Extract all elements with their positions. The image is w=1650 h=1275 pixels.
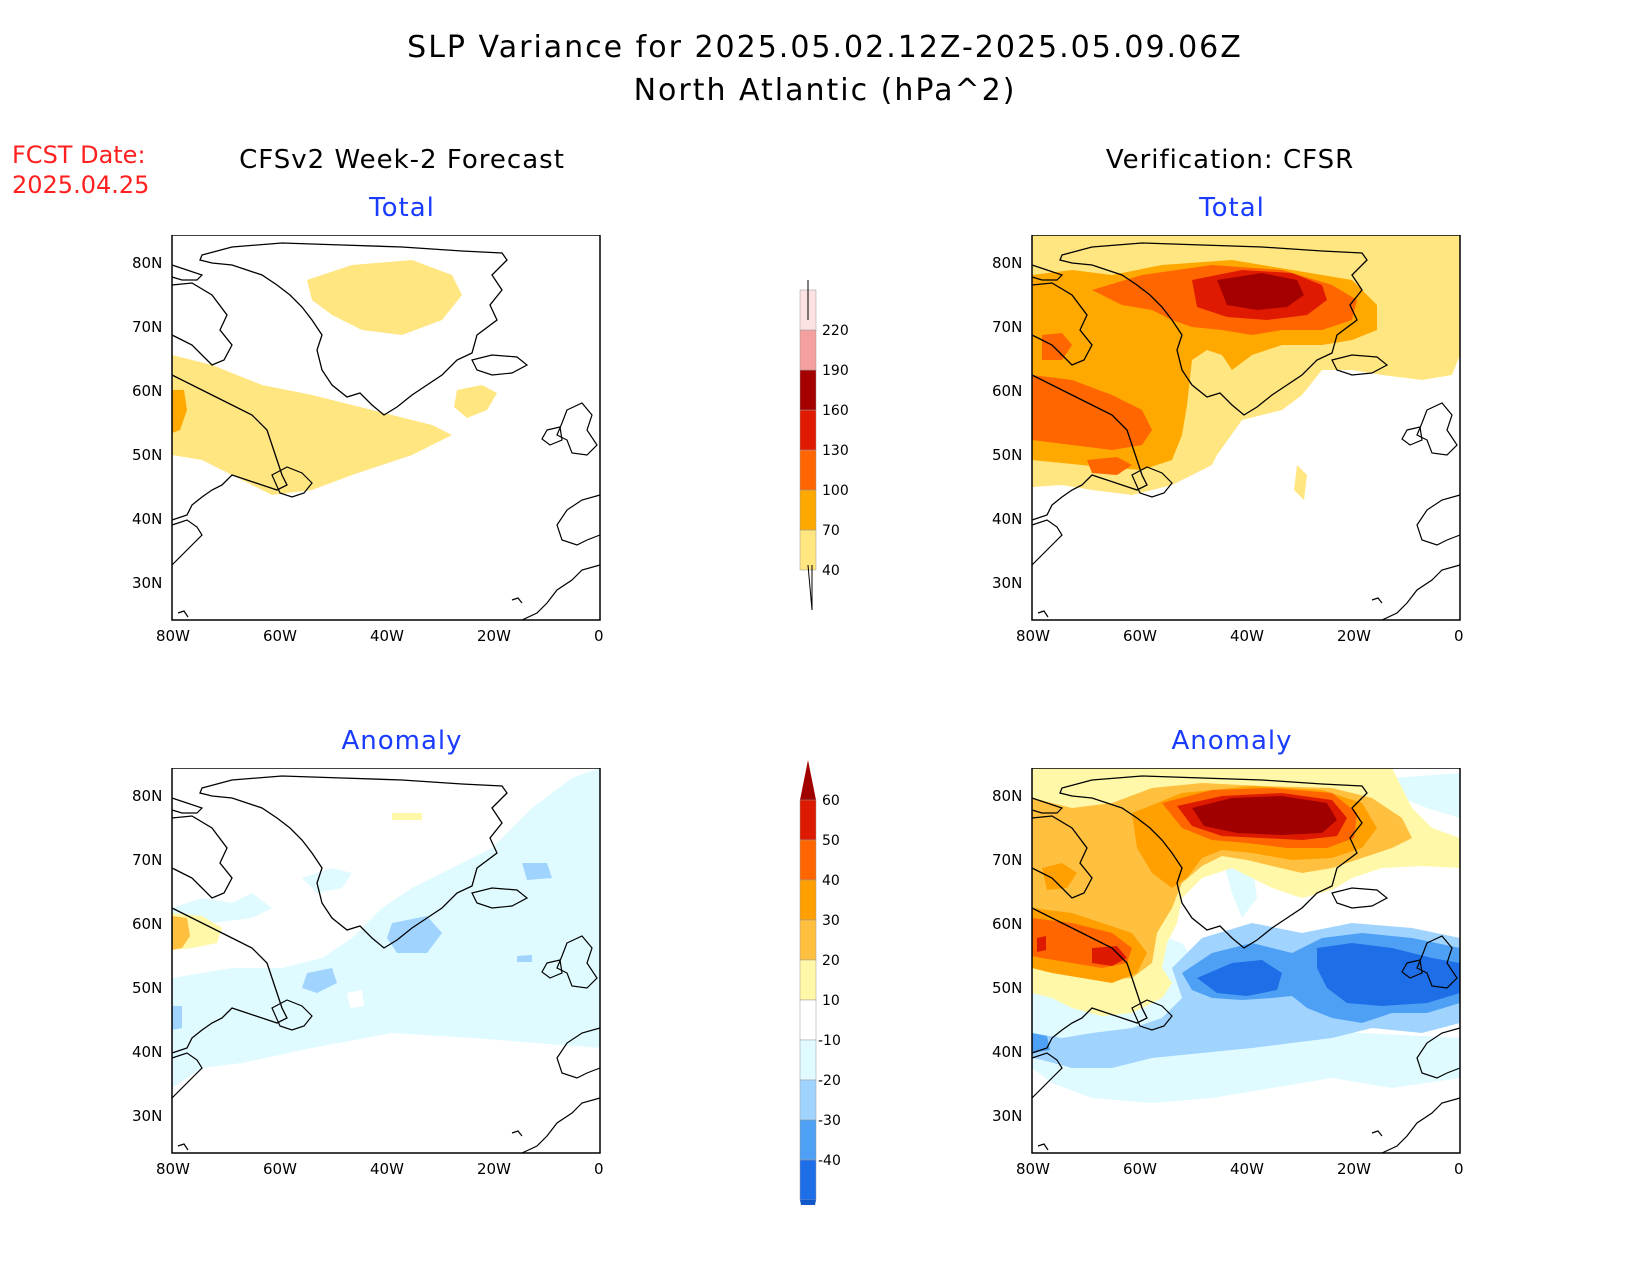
lon-label-80w: 80W [1016, 1160, 1050, 1178]
fcst-date-value: 2025.04.25 [12, 171, 150, 199]
verification-total-map: 80N 70N 60N 50N 40N 30N 80W 60W 40W 20W … [980, 234, 1500, 665]
total-cb-130: 130 [822, 443, 849, 459]
anomaly-colorbar-box [799, 1159, 817, 1201]
lat-label-70n: 70N [992, 318, 1022, 336]
anomaly-colorbar-box [799, 1119, 817, 1161]
lat-label-50n: 50N [132, 979, 162, 997]
anomaly-colorbar: 60 50 40 30 20 10 -10 -20 -30 -40 [790, 755, 870, 1240]
anom-cb-20: 20 [822, 953, 840, 969]
lat-label-40n: 40N [132, 510, 162, 528]
lon-label-40w: 40W [370, 627, 404, 645]
lon-label-80w: 80W [156, 1160, 190, 1178]
lat-label-30n: 30N [132, 1107, 162, 1125]
lat-label-40n: 40N [992, 510, 1022, 528]
lon-label-40w: 40W [1230, 627, 1264, 645]
anomaly-colorbar-box [799, 999, 817, 1041]
lat-label-50n: 50N [132, 446, 162, 464]
lat-label-30n: 30N [992, 1107, 1022, 1125]
anom-cb-neg20: -20 [818, 1073, 841, 1089]
total-colorbar-box [799, 489, 817, 531]
lon-label-0: 0 [1454, 1160, 1464, 1178]
anom-cb-30: 30 [822, 913, 840, 929]
anomaly-colorbar-box [799, 1039, 817, 1081]
total-cb-220: 220 [822, 323, 849, 339]
fcst-date-label: FCST Date: [12, 141, 146, 169]
lat-label-50n: 50N [992, 446, 1022, 464]
anom-cb-50: 50 [822, 833, 840, 849]
lon-label-0: 0 [594, 1160, 604, 1178]
figure-title-line2: North Atlantic (hPa^2) [633, 73, 1017, 108]
lat-label-60n: 60N [132, 915, 162, 933]
anom-cb-10: 10 [822, 993, 840, 1009]
figure-title-line1: SLP Variance for 2025.05.02.12Z-2025.05.… [407, 30, 1243, 65]
lon-label-40w: 40W [1230, 1160, 1264, 1178]
lon-label-0: 0 [594, 627, 604, 645]
verification-anomaly-title: Anomaly [1171, 726, 1293, 756]
lon-label-20w: 20W [1337, 1160, 1371, 1178]
verification-anomaly-map: 80N 70N 60N 50N 40N 30N 80W 60W 40W 20W … [980, 767, 1500, 1208]
anomaly-colorbar-box [799, 1079, 817, 1121]
total-cb-100: 100 [822, 483, 849, 499]
total-colorbar-box [799, 449, 817, 491]
total-colorbar: 40 70 100 130 160 190 220 [790, 280, 870, 611]
lat-label-60n: 60N [992, 382, 1022, 400]
forecast-anomaly-title: Anomaly [341, 726, 463, 756]
anomaly-colorbar-top-arrow [800, 760, 816, 800]
lat-label-30n: 30N [132, 574, 162, 592]
total-colorbar-box [799, 529, 817, 571]
anom-cb-neg30: -30 [818, 1113, 841, 1129]
lat-label-70n: 70N [992, 851, 1022, 869]
anomaly-colorbar-box [799, 799, 817, 841]
total-cb-40: 40 [822, 563, 840, 579]
forecast-total-title: Total [369, 193, 435, 223]
lat-label-70n: 70N [132, 318, 162, 336]
lat-label-60n: 60N [992, 915, 1022, 933]
anom-cb-neg10: -10 [818, 1033, 841, 1049]
lon-label-40w: 40W [370, 1160, 404, 1178]
lat-label-80n: 80N [132, 254, 162, 272]
total-cb-160: 160 [822, 403, 849, 419]
lon-label-80w: 80W [1016, 627, 1050, 645]
forecast-anomaly-map: 80N 70N 60N 50N 40N 30N 80W 60W 40W 20W … [120, 767, 640, 1208]
lon-label-0: 0 [1454, 627, 1464, 645]
lat-label-80n: 80N [992, 787, 1022, 805]
lon-label-20w: 20W [477, 1160, 511, 1178]
lat-label-40n: 40N [132, 1043, 162, 1061]
lon-label-60w: 60W [263, 627, 297, 645]
anomaly-colorbar-box [799, 919, 817, 961]
anom-cb-neg40: -40 [818, 1153, 841, 1169]
lat-label-40n: 40N [992, 1043, 1022, 1061]
total-colorbar-box [799, 409, 817, 451]
anom-cb-60: 60 [822, 793, 840, 809]
lat-label-60n: 60N [132, 382, 162, 400]
lon-label-20w: 20W [477, 627, 511, 645]
total-colorbar-box [799, 369, 817, 411]
anomaly-colorbar-box [799, 959, 817, 1001]
left-column-heading: CFSv2 Week-2 Forecast [239, 145, 565, 175]
lat-label-80n: 80N [132, 787, 162, 805]
lat-label-50n: 50N [992, 979, 1022, 997]
lon-label-60w: 60W [263, 1160, 297, 1178]
anomaly-colorbar-bottom-arrow [800, 1200, 816, 1240]
anomaly-colorbar-box [799, 879, 817, 921]
lon-label-80w: 80W [156, 627, 190, 645]
right-column-heading: Verification: CFSR [1105, 145, 1355, 175]
total-cb-190: 190 [822, 363, 849, 379]
anomaly-colorbar-box [799, 839, 817, 881]
lon-label-60w: 60W [1123, 627, 1157, 645]
lat-label-80n: 80N [992, 254, 1022, 272]
lon-label-20w: 20W [1337, 627, 1371, 645]
lat-label-30n: 30N [992, 574, 1022, 592]
total-colorbar-box [799, 329, 817, 371]
verification-total-title: Total [1199, 193, 1265, 223]
total-cb-70: 70 [822, 523, 840, 539]
lat-label-70n: 70N [132, 851, 162, 869]
forecast-total-map: 80N 70N 60N 50N 40N 30N 80W 60W 40W 20W … [120, 234, 640, 665]
lon-label-60w: 60W [1123, 1160, 1157, 1178]
anom-cb-40: 40 [822, 873, 840, 889]
